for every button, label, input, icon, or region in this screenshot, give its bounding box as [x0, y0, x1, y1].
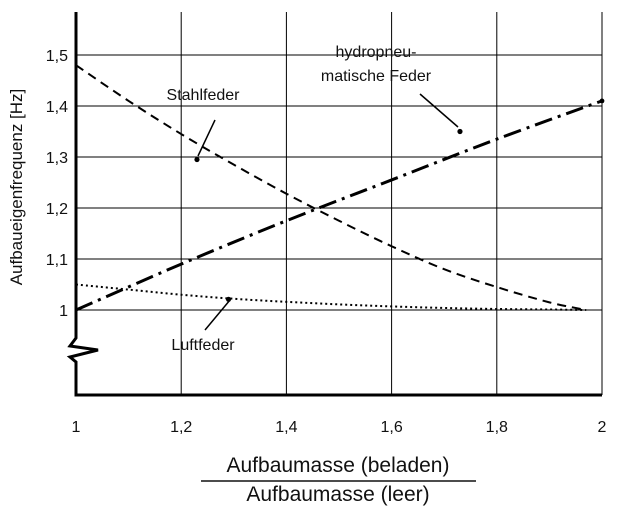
series-line-0: [75, 64, 587, 311]
y-tick-label: 1,1: [46, 252, 68, 269]
series-annotation-label: Stahlfeder: [167, 87, 241, 104]
annotation-leader-line: [197, 119, 216, 157]
series-line-1: [75, 99, 603, 312]
series-annotation-label: matische Feder: [321, 68, 432, 85]
annotation-dot: [225, 296, 232, 302]
annotation-dot: [194, 156, 200, 163]
x-tick-label: 1,6: [380, 419, 402, 436]
y-tick-label: 1,5: [46, 48, 68, 65]
grid: [76, 12, 603, 395]
axes: [66, 12, 602, 397]
series-annotation-label: hydropneu-: [336, 44, 417, 61]
annotation-leader-line: [204, 299, 231, 331]
series-end-dot: [599, 98, 605, 104]
series-group: [75, 64, 603, 312]
x-tick-label: 1,8: [486, 419, 508, 436]
x-tick-label: 1: [72, 419, 81, 436]
x-tick-label: 2: [598, 419, 607, 436]
tick-labels: 1 1,2 1,4 1,6 1,8 2 1 1,1 1,2 1,3 1,4 1,5: [46, 48, 607, 436]
y-axis-line: [66, 12, 99, 395]
x-axis-label-denominator: Aufbaumasse (leer): [246, 483, 429, 506]
series-line-2: [75, 283, 587, 311]
y-tick-label: 1,4: [46, 99, 68, 116]
y-tick-label: 1: [59, 303, 68, 320]
annotation-leader-line: [419, 93, 459, 128]
x-axis-label-numerator: Aufbaumasse (beladen): [227, 454, 450, 477]
x-tick-label: 1,4: [275, 419, 297, 436]
y-tick-label: 1,2: [46, 201, 68, 218]
y-tick-label: 1,3: [46, 150, 68, 167]
y-axis-label: Aufbaueigenfrequenz [Hz]: [7, 89, 26, 286]
annotations: Stahlfeder hydropneu-matische Feder Luftfe…: [167, 44, 605, 354]
annotation-dot: [457, 128, 463, 135]
x-tick-label: 1,2: [170, 419, 192, 436]
series-annotation-label: Luftfeder: [171, 337, 235, 354]
